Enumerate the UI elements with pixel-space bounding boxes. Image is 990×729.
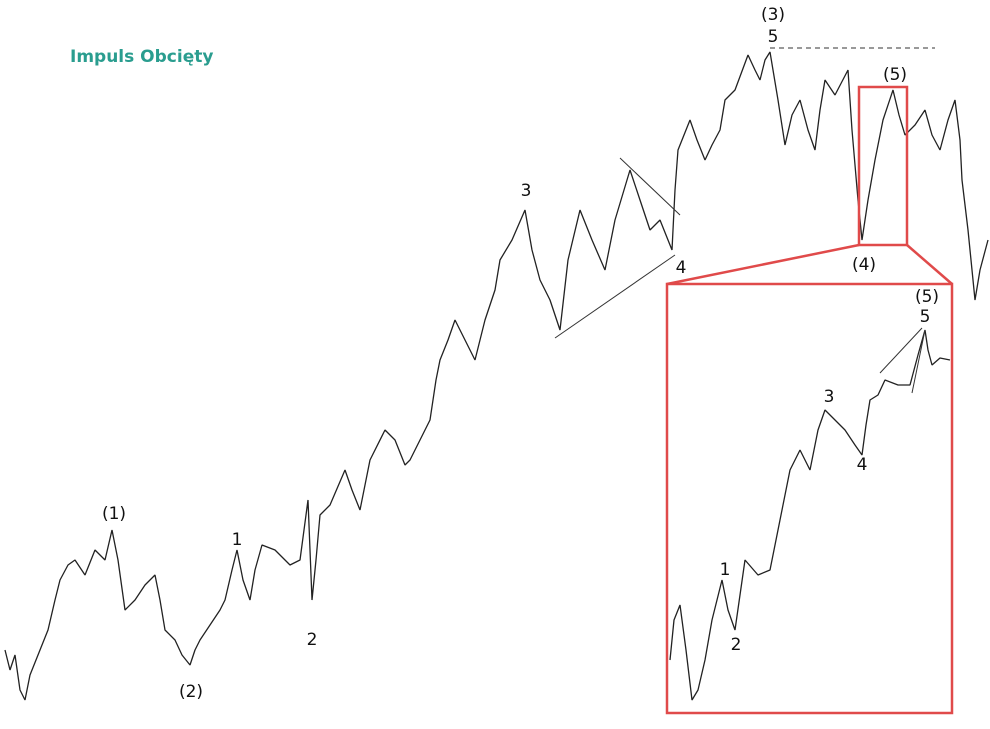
inset-wave-label: 5 (920, 307, 931, 327)
inset-box (665, 282, 954, 715)
zoom-connector (906, 244, 953, 285)
trend-line (554, 254, 676, 339)
zoom-box (857, 85, 909, 247)
trend-line (879, 327, 923, 374)
trend-line (619, 157, 681, 216)
price-path (4, 51, 989, 701)
inset-wave-label: 3 (824, 387, 835, 407)
wave-label: 3 (521, 181, 532, 201)
wave-label: 5 (768, 27, 779, 47)
zoom-connector (666, 243, 860, 286)
wave-label: (3) (761, 5, 785, 25)
inset-wave-label: 4 (857, 455, 868, 475)
inset-wave-label: (5) (915, 287, 939, 307)
trend-line (911, 329, 926, 394)
wave-label: (2) (179, 682, 203, 702)
inset-price-path (669, 329, 951, 701)
wave-label: (4) (852, 255, 876, 275)
wave-label: 2 (307, 630, 318, 650)
inset-wave-label: 2 (731, 635, 742, 655)
wave-label: (1) (102, 504, 126, 524)
wave-label: (5) (883, 65, 907, 85)
wave-label: 1 (232, 530, 243, 550)
wave-label: 4 (676, 258, 687, 278)
chart-title: Impuls Obcięty (70, 47, 213, 67)
inset-wave-label: 1 (720, 560, 731, 580)
